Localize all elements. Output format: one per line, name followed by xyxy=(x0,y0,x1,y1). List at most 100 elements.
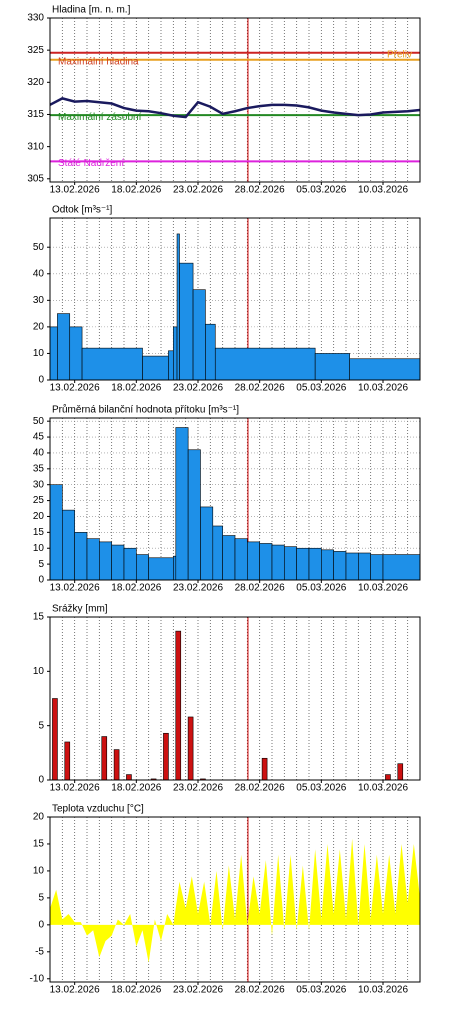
step-area xyxy=(345,552,359,581)
step-area xyxy=(179,262,194,381)
y-tick-label: 35 xyxy=(33,463,45,474)
y-tick-label: 20 xyxy=(33,322,45,333)
step-area xyxy=(308,547,322,581)
x-tick-label: 05.03.2026 xyxy=(296,985,346,996)
y-tick-label: 5 xyxy=(38,559,44,570)
plot-frame xyxy=(49,616,421,781)
step-area xyxy=(222,535,236,581)
y-tick-label: 325 xyxy=(27,45,44,56)
y-tick-label: 30 xyxy=(33,479,45,490)
step-area xyxy=(62,509,75,581)
step-area xyxy=(69,326,83,381)
x-tick-label: 18.02.2026 xyxy=(111,783,161,794)
step-area xyxy=(247,541,260,581)
step-area xyxy=(214,347,316,381)
y-tick-label: 305 xyxy=(27,173,44,184)
level-line xyxy=(49,97,421,119)
x-tick-label: 13.02.2026 xyxy=(50,383,100,394)
x-tick-label: 28.02.2026 xyxy=(235,383,285,394)
x-tick-label: 13.02.2026 xyxy=(50,583,100,594)
step-area xyxy=(349,358,421,381)
y-tick-label: 50 xyxy=(33,416,45,427)
bar xyxy=(52,698,58,781)
y-tick-label: 315 xyxy=(27,109,44,120)
step-area xyxy=(175,427,189,581)
y-tick-label: 0 xyxy=(38,919,44,930)
step-area xyxy=(284,546,297,581)
x-tick-label: 10.03.2026 xyxy=(358,783,408,794)
y-tick-label: -10 xyxy=(30,973,45,984)
y-tick-label: 20 xyxy=(33,511,45,522)
step-area xyxy=(142,355,169,381)
chart-title: Odtok [m³s⁻¹] xyxy=(52,205,113,216)
y-tick-label: 25 xyxy=(33,495,45,506)
y-tick-label: 40 xyxy=(33,448,45,459)
y-tick-label: 0 xyxy=(38,575,44,586)
reference-label: Přeliv xyxy=(387,49,412,60)
step-area xyxy=(205,323,216,381)
reference-label: Stálé Nadržení xyxy=(58,158,124,169)
y-tick-label: 10 xyxy=(33,543,45,554)
y-tick-label: 0 xyxy=(38,775,44,786)
y-tick-label: 10 xyxy=(33,866,45,877)
y-tick-label: 45 xyxy=(33,432,45,443)
step-area xyxy=(333,551,347,581)
step-area xyxy=(49,326,58,381)
x-tick-label: 18.02.2026 xyxy=(111,185,161,196)
y-tick-label: 310 xyxy=(27,141,44,152)
y-tick-label: 5 xyxy=(38,893,44,904)
x-tick-label: 13.02.2026 xyxy=(50,783,100,794)
y-tick-label: 320 xyxy=(27,77,44,88)
temperature-area xyxy=(50,838,420,963)
bar xyxy=(397,763,404,781)
x-tick-label: 13.02.2026 xyxy=(50,185,100,196)
chart-title: Srážky [mm] xyxy=(52,604,108,615)
step-area xyxy=(136,554,149,581)
y-tick-label: 40 xyxy=(33,268,45,279)
x-tick-label: 13.02.2026 xyxy=(50,985,100,996)
x-tick-label: 18.02.2026 xyxy=(111,383,161,394)
step-area xyxy=(81,347,143,381)
x-tick-label: 23.02.2026 xyxy=(173,985,223,996)
step-area xyxy=(200,506,214,581)
step-area xyxy=(57,313,71,381)
x-tick-label: 23.02.2026 xyxy=(173,783,223,794)
y-tick-label: 0 xyxy=(38,375,44,386)
plot-frame xyxy=(49,17,421,183)
y-tick-label: 15 xyxy=(33,527,45,538)
y-tick-label: 30 xyxy=(33,295,45,306)
step-area xyxy=(212,525,223,581)
step-area xyxy=(173,555,177,581)
x-tick-label: 23.02.2026 xyxy=(173,185,223,196)
bar xyxy=(101,736,108,781)
step-area xyxy=(296,547,310,581)
step-area xyxy=(111,544,125,581)
step-area xyxy=(370,554,384,581)
step-area xyxy=(148,557,174,581)
step-area xyxy=(173,326,178,381)
x-tick-label: 05.03.2026 xyxy=(296,783,346,794)
bar xyxy=(163,732,169,781)
x-tick-label: 23.02.2026 xyxy=(173,583,223,594)
step-area xyxy=(192,289,206,381)
x-tick-label: 18.02.2026 xyxy=(111,583,161,594)
x-tick-label: 18.02.2026 xyxy=(111,985,161,996)
bar xyxy=(126,774,132,781)
step-area xyxy=(271,544,285,581)
step-area xyxy=(321,549,334,581)
y-tick-label: 10 xyxy=(33,348,45,359)
step-area xyxy=(123,547,137,581)
x-tick-label: 10.03.2026 xyxy=(358,583,408,594)
reference-label: Maximální zásobní xyxy=(58,112,142,123)
y-tick-label: 50 xyxy=(33,242,45,253)
plot-frame xyxy=(49,217,421,381)
x-tick-label: 28.02.2026 xyxy=(235,985,285,996)
y-tick-label: 20 xyxy=(33,812,45,823)
step-area xyxy=(176,233,180,381)
x-tick-label: 05.03.2026 xyxy=(296,583,346,594)
x-tick-label: 23.02.2026 xyxy=(173,383,223,394)
x-tick-label: 28.02.2026 xyxy=(235,583,285,594)
step-area xyxy=(74,532,88,581)
x-tick-label: 10.03.2026 xyxy=(358,985,408,996)
bar xyxy=(385,774,391,781)
